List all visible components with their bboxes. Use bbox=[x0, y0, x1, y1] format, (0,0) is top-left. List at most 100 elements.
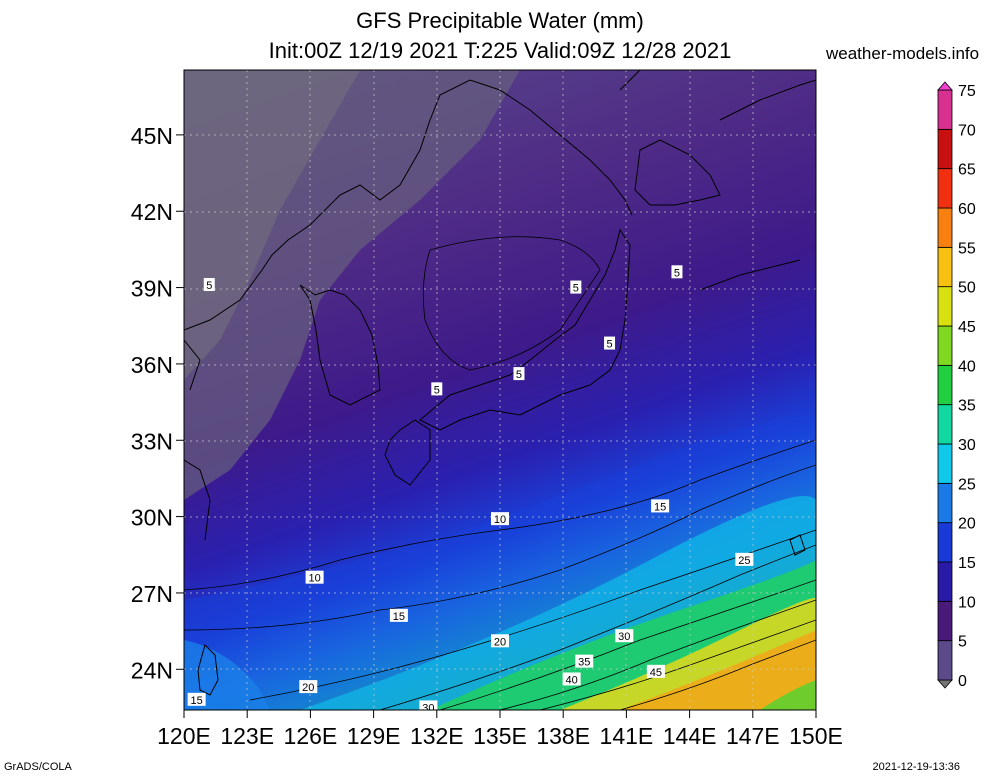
contour-label-bg bbox=[513, 367, 525, 381]
contour-label: 5 bbox=[434, 384, 440, 396]
colorbar-segment bbox=[937, 246, 953, 288]
colorbar-segment bbox=[937, 207, 953, 248]
map-subtitle: Init:00Z 12/19 2021 T:225 Valid:09Z 12/2… bbox=[268, 38, 732, 63]
contour-35 bbox=[499, 599, 816, 710]
contour-label-bg bbox=[671, 265, 683, 279]
colorbar-segment bbox=[937, 325, 953, 366]
contour-45 bbox=[619, 639, 816, 710]
lat-label: 27N bbox=[131, 581, 173, 607]
lat-label: 24N bbox=[131, 657, 173, 683]
lon-label: 141E bbox=[600, 723, 654, 749]
contour-label: 5 bbox=[573, 283, 579, 295]
lat-label: 30N bbox=[131, 505, 173, 531]
source-label[interactable]: weather-models.info bbox=[826, 44, 980, 63]
contour-label: 5 bbox=[674, 267, 680, 279]
contour-label-bg bbox=[491, 512, 509, 526]
colorbar-label: 30 bbox=[958, 437, 976, 454]
colorbar-segment bbox=[937, 443, 953, 484]
colorbar-segment bbox=[937, 286, 953, 327]
contour-label: 5 bbox=[606, 339, 612, 351]
colorbar: 0 5 10 15 20 25 30 35 40 45 50 55 60 65 70 75 bbox=[937, 81, 976, 690]
contour-label: 35 bbox=[578, 657, 590, 669]
lat-label: 33N bbox=[131, 428, 173, 454]
contour-label-bg bbox=[735, 552, 754, 566]
lon-label: 144E bbox=[663, 723, 717, 749]
colorbar-segment bbox=[937, 482, 953, 524]
colorbar-segment bbox=[937, 600, 953, 642]
contour-label: 5 bbox=[516, 369, 522, 381]
colorbar-label: 5 bbox=[958, 634, 967, 651]
contour-label-bg bbox=[604, 336, 616, 350]
contour-label-bg bbox=[575, 654, 594, 668]
contour-label-bg bbox=[431, 382, 443, 396]
contour-label: 15 bbox=[191, 695, 203, 707]
colorbar-min-arrow bbox=[937, 679, 953, 689]
contour-label: 5 bbox=[206, 280, 212, 292]
lon-label: 147E bbox=[726, 723, 780, 749]
contour-label-bg bbox=[562, 672, 581, 686]
colorbar-label: 60 bbox=[958, 201, 976, 218]
colorbar-max-arrow bbox=[937, 81, 953, 91]
moist-band-orange bbox=[620, 630, 816, 710]
colorbar-label: 70 bbox=[958, 122, 976, 139]
contour-label-bg bbox=[187, 692, 206, 706]
lon-label: 132E bbox=[410, 723, 464, 749]
contour-5 bbox=[422, 236, 601, 371]
colorbar-segment bbox=[937, 522, 953, 563]
contour-label: 25 bbox=[738, 555, 750, 567]
colorbar-label: 50 bbox=[958, 280, 976, 297]
contour-label-bg bbox=[615, 629, 634, 643]
contour-25 bbox=[379, 544, 816, 710]
contour-label: 30 bbox=[422, 702, 434, 714]
colorbar-label: 35 bbox=[958, 398, 976, 415]
dry-airmass-2 bbox=[184, 70, 360, 380]
lat-label: 45N bbox=[131, 123, 173, 149]
contour-label-bg bbox=[419, 700, 438, 710]
contour-label: 15 bbox=[654, 501, 666, 513]
contour-label-bg bbox=[299, 680, 318, 694]
colorbar-segment bbox=[937, 128, 953, 170]
contour-label: 15 bbox=[393, 611, 405, 623]
colorbar-label: 75 bbox=[958, 83, 976, 100]
colorbar-label: 0 bbox=[958, 673, 967, 690]
colorbar-label: 15 bbox=[958, 555, 976, 572]
contour-label: 20 bbox=[494, 636, 506, 648]
lon-label: 135E bbox=[473, 723, 527, 749]
colorbar-label: 25 bbox=[958, 476, 976, 493]
colorbar-label: 55 bbox=[958, 240, 976, 257]
footer-software: GrADS/COLA bbox=[4, 761, 72, 773]
map-title: GFS Precipitable Water (mm) bbox=[356, 8, 644, 33]
lat-label: 39N bbox=[131, 276, 173, 302]
contour-20 bbox=[249, 529, 816, 701]
colorbar-segment bbox=[937, 364, 953, 406]
contour-label: 10 bbox=[494, 514, 506, 526]
lon-label: 150E bbox=[789, 723, 843, 749]
lon-label: 138E bbox=[536, 723, 590, 749]
lat-label: 42N bbox=[131, 199, 173, 225]
lon-label: 123E bbox=[220, 723, 274, 749]
lon-label: 129E bbox=[347, 723, 401, 749]
contour-label-bg bbox=[389, 608, 408, 622]
contour-10 bbox=[184, 439, 816, 591]
contour-label-bg bbox=[305, 570, 324, 584]
contour-label: 45 bbox=[650, 667, 662, 679]
coastlines bbox=[184, 70, 816, 696]
contour-label-bg bbox=[646, 664, 665, 678]
colorbar-segment bbox=[937, 89, 953, 130]
colorbar-segment bbox=[937, 640, 953, 681]
colorbar-segment bbox=[937, 561, 953, 602]
contour-label: 20 bbox=[302, 682, 314, 694]
colorbar-segment bbox=[937, 404, 953, 445]
moist-band-green-sw bbox=[760, 680, 816, 710]
lon-label: 120E bbox=[157, 723, 211, 749]
contour-label: 40 bbox=[566, 674, 578, 686]
contour-label-bg bbox=[651, 499, 670, 513]
lat-label: 36N bbox=[131, 352, 173, 378]
colorbar-label: 45 bbox=[958, 319, 976, 336]
footer-timestamp: 2021-12-19-13:36 bbox=[872, 761, 960, 773]
colorbar-label: 65 bbox=[958, 162, 976, 179]
contour-label: 30 bbox=[618, 631, 630, 643]
